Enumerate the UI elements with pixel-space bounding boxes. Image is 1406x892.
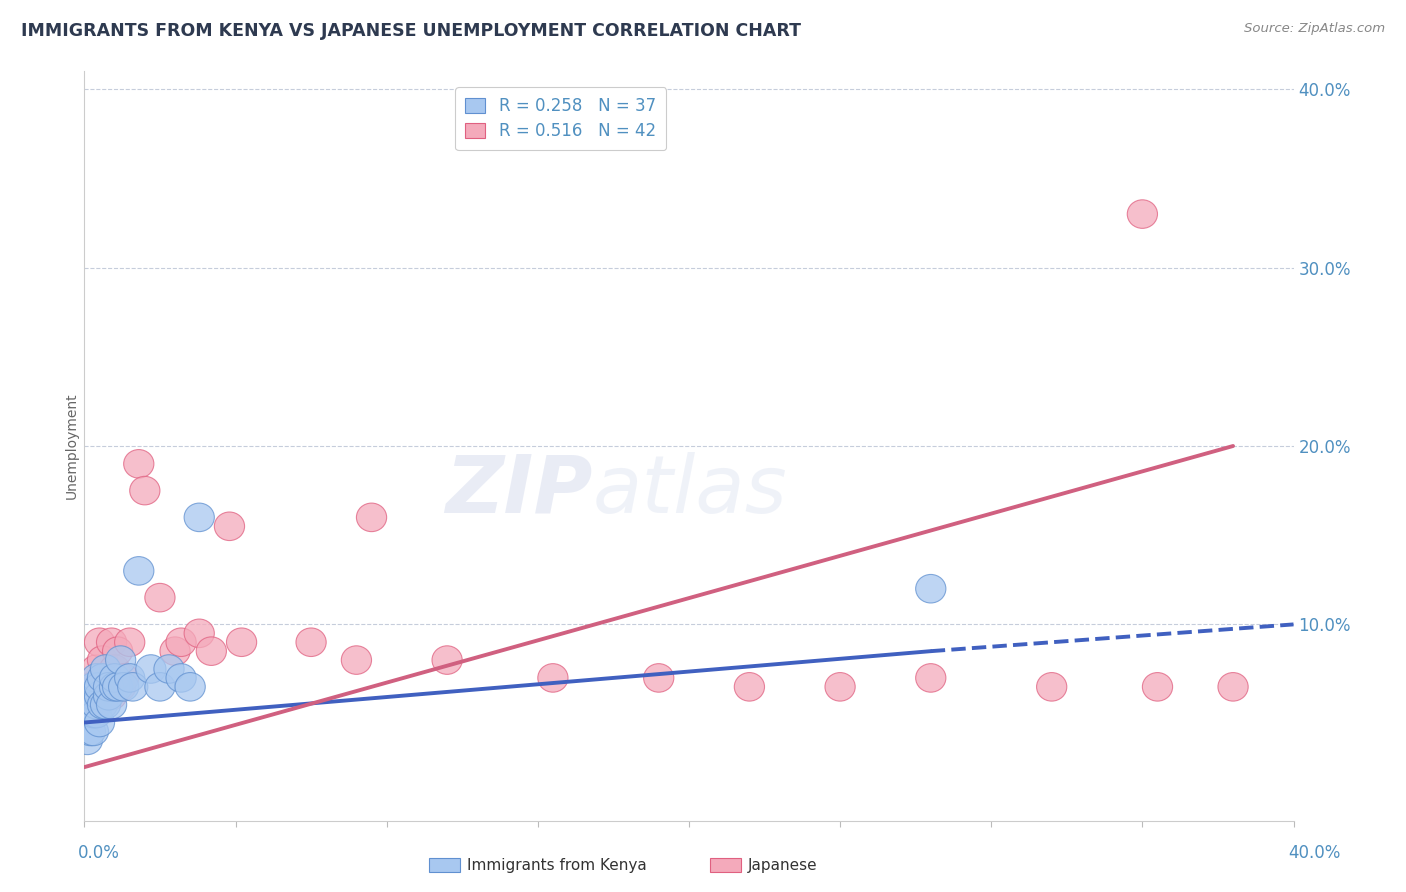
Ellipse shape	[357, 503, 387, 532]
Ellipse shape	[825, 673, 855, 701]
Ellipse shape	[82, 690, 111, 719]
Text: atlas: atlas	[592, 452, 787, 530]
Ellipse shape	[72, 699, 103, 728]
Ellipse shape	[93, 673, 124, 701]
Ellipse shape	[97, 690, 127, 719]
Ellipse shape	[129, 476, 160, 505]
Ellipse shape	[1218, 673, 1249, 701]
Ellipse shape	[72, 726, 103, 755]
Ellipse shape	[124, 450, 153, 478]
Ellipse shape	[84, 628, 115, 657]
Ellipse shape	[100, 664, 129, 692]
Text: Source: ZipAtlas.com: Source: ZipAtlas.com	[1244, 22, 1385, 36]
Ellipse shape	[1036, 673, 1067, 701]
Ellipse shape	[90, 655, 121, 683]
Ellipse shape	[145, 583, 174, 612]
Ellipse shape	[136, 655, 166, 683]
Ellipse shape	[76, 717, 105, 746]
Ellipse shape	[115, 628, 145, 657]
Ellipse shape	[76, 681, 105, 710]
Ellipse shape	[84, 708, 115, 737]
Ellipse shape	[82, 655, 111, 683]
Text: Japanese: Japanese	[748, 858, 818, 872]
Ellipse shape	[82, 699, 111, 728]
Ellipse shape	[72, 690, 103, 719]
Ellipse shape	[79, 673, 108, 701]
Ellipse shape	[76, 699, 105, 728]
Ellipse shape	[734, 673, 765, 701]
Ellipse shape	[644, 664, 673, 692]
Text: ZIP: ZIP	[444, 452, 592, 530]
Ellipse shape	[214, 512, 245, 541]
Text: IMMIGRANTS FROM KENYA VS JAPANESE UNEMPLOYMENT CORRELATION CHART: IMMIGRANTS FROM KENYA VS JAPANESE UNEMPL…	[21, 22, 801, 40]
Ellipse shape	[93, 681, 124, 710]
Ellipse shape	[84, 681, 115, 710]
Ellipse shape	[108, 664, 139, 692]
Ellipse shape	[100, 655, 129, 683]
Ellipse shape	[103, 673, 132, 701]
Ellipse shape	[538, 664, 568, 692]
Ellipse shape	[915, 574, 946, 603]
Text: Immigrants from Kenya: Immigrants from Kenya	[467, 858, 647, 872]
Ellipse shape	[76, 673, 105, 701]
Ellipse shape	[97, 681, 127, 710]
Ellipse shape	[1128, 200, 1157, 228]
Ellipse shape	[84, 673, 115, 701]
Ellipse shape	[87, 646, 118, 674]
Ellipse shape	[342, 646, 371, 674]
Ellipse shape	[105, 673, 136, 701]
Ellipse shape	[82, 664, 111, 692]
Text: 0.0%: 0.0%	[77, 844, 120, 862]
Ellipse shape	[295, 628, 326, 657]
Ellipse shape	[145, 673, 174, 701]
Text: 40.0%: 40.0%	[1288, 844, 1341, 862]
Ellipse shape	[160, 637, 190, 665]
Ellipse shape	[84, 681, 115, 710]
Ellipse shape	[79, 681, 108, 710]
Ellipse shape	[118, 673, 148, 701]
Ellipse shape	[115, 664, 145, 692]
Y-axis label: Unemployment: Unemployment	[65, 392, 79, 500]
Ellipse shape	[90, 664, 121, 692]
Ellipse shape	[184, 503, 214, 532]
Ellipse shape	[166, 664, 197, 692]
Ellipse shape	[108, 673, 139, 701]
Ellipse shape	[226, 628, 257, 657]
Ellipse shape	[76, 690, 105, 719]
Ellipse shape	[166, 628, 197, 657]
Ellipse shape	[90, 690, 121, 719]
Ellipse shape	[79, 717, 108, 746]
Legend: R = 0.258   N = 37, R = 0.516   N = 42: R = 0.258 N = 37, R = 0.516 N = 42	[456, 87, 666, 150]
Ellipse shape	[87, 690, 118, 719]
Ellipse shape	[124, 557, 153, 585]
Ellipse shape	[79, 690, 108, 719]
Ellipse shape	[105, 646, 136, 674]
Ellipse shape	[915, 664, 946, 692]
Ellipse shape	[197, 637, 226, 665]
Ellipse shape	[79, 673, 108, 701]
Ellipse shape	[79, 699, 108, 728]
Ellipse shape	[432, 646, 463, 674]
Ellipse shape	[1143, 673, 1173, 701]
Ellipse shape	[103, 637, 132, 665]
Ellipse shape	[93, 673, 124, 701]
Ellipse shape	[97, 628, 127, 657]
Ellipse shape	[176, 673, 205, 701]
Ellipse shape	[153, 655, 184, 683]
Ellipse shape	[87, 681, 118, 710]
Ellipse shape	[82, 690, 111, 719]
Ellipse shape	[100, 673, 129, 701]
Ellipse shape	[184, 619, 214, 648]
Ellipse shape	[87, 664, 118, 692]
